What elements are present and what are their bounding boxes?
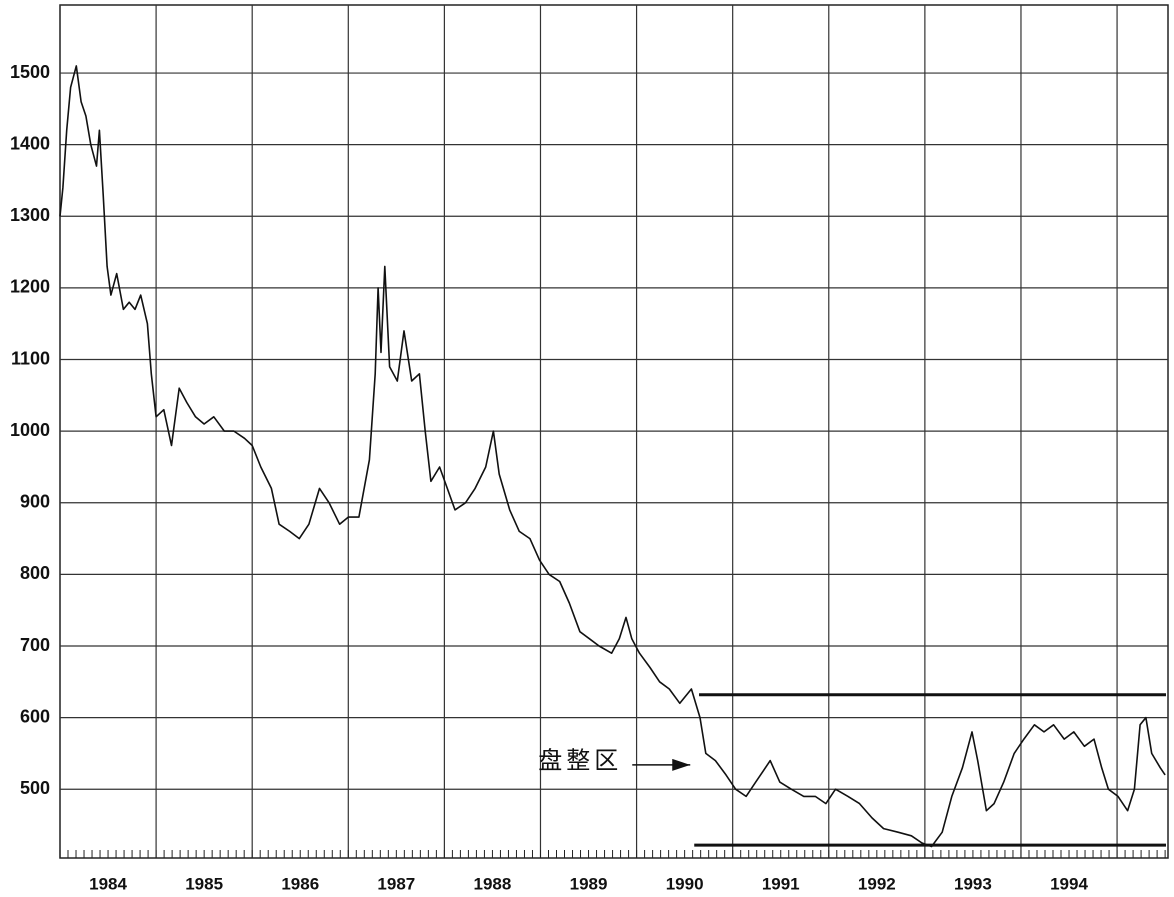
annotation-text: 盘整区 bbox=[538, 747, 622, 774]
y-tick-label: 1100 bbox=[11, 348, 50, 368]
y-tick-label: 1300 bbox=[10, 205, 50, 225]
y-tick-label: 1000 bbox=[10, 420, 50, 440]
y-tick-label: 800 bbox=[20, 563, 50, 583]
x-tick-label: 1990 bbox=[666, 874, 704, 893]
x-tick-label: 1984 bbox=[89, 874, 127, 893]
price-line bbox=[59, 65, 1166, 848]
y-tick-label: 600 bbox=[20, 706, 50, 726]
x-tick-label: 1991 bbox=[762, 874, 800, 893]
y-tick-label: 1500 bbox=[10, 62, 50, 82]
x-tick-label: 1989 bbox=[570, 874, 608, 893]
x-tick-label: 1992 bbox=[858, 874, 896, 893]
y-tick-label: 900 bbox=[20, 492, 50, 512]
x-tick-label: 1994 bbox=[1050, 874, 1088, 893]
y-tick-label: 1200 bbox=[10, 277, 50, 297]
x-tick-label: 1986 bbox=[281, 874, 319, 893]
y-tick-label: 1400 bbox=[10, 133, 50, 153]
x-tick-label: 1988 bbox=[474, 874, 512, 893]
x-tick-label: 1987 bbox=[377, 874, 415, 893]
x-tick-label: 1985 bbox=[185, 874, 223, 893]
x-tick-label: 1993 bbox=[954, 874, 992, 893]
y-tick-label: 700 bbox=[20, 635, 50, 655]
y-tick-label: 500 bbox=[20, 778, 50, 798]
